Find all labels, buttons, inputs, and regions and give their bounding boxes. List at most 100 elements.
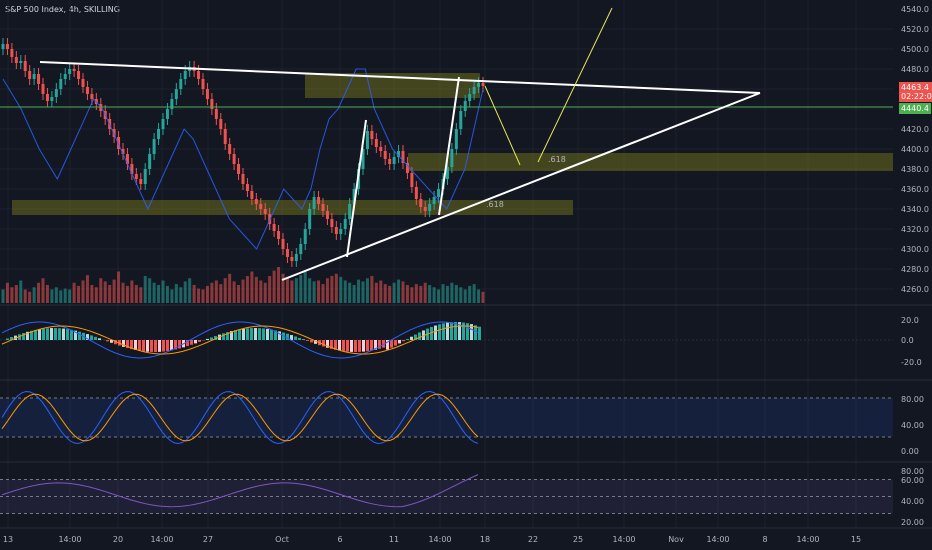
volume-bar-59 — [263, 282, 267, 303]
volume-bar-9 — [41, 278, 45, 303]
macd-hist-2 — [10, 337, 13, 340]
macd-hist-14 — [58, 328, 61, 340]
macd-hist-69 — [278, 331, 281, 340]
macd-hist-86 — [346, 340, 349, 352]
macd-hist-46 — [186, 340, 189, 347]
macd-hist-64 — [258, 328, 261, 340]
candle-101 — [450, 149, 454, 167]
candle-90 — [401, 151, 405, 163]
volume-bar-94 — [419, 285, 423, 303]
fib-label-1: .618 — [548, 155, 566, 164]
candle-30 — [134, 174, 138, 179]
macd-hist-49 — [198, 340, 201, 342]
countdown: 02:22:01 — [901, 92, 932, 101]
candle-59 — [263, 209, 267, 214]
volume-bar-101 — [450, 282, 454, 303]
macd-line — [1, 321, 479, 359]
macd-hist-90 — [362, 340, 365, 352]
candle-6 — [28, 71, 32, 79]
trendline-2 — [346, 119, 367, 258]
volume-bar-49 — [219, 284, 223, 303]
volume-bar-82 — [365, 278, 369, 303]
candle-25 — [112, 129, 116, 137]
volume-bar-46 — [205, 285, 209, 303]
macd-hist-82 — [330, 340, 333, 349]
price-tick-12: 4280.0 — [901, 265, 929, 274]
macd-hist-22 — [90, 335, 93, 340]
volume-bar-98 — [437, 289, 441, 303]
candle-58 — [259, 204, 263, 209]
macd-hist-74 — [298, 337, 301, 340]
candle-41 — [183, 71, 187, 79]
candle-11 — [50, 97, 54, 101]
macd-hist-112 — [450, 322, 453, 340]
macd-hist-39 — [158, 340, 161, 352]
volume-bar-36 — [161, 280, 165, 303]
volume-bar-67 — [299, 275, 303, 303]
candle-63 — [281, 239, 285, 249]
candle-71 — [317, 197, 321, 204]
candle-8 — [37, 74, 41, 84]
volume-bar-44 — [197, 288, 201, 303]
volume-bar-91 — [405, 285, 409, 303]
candle-45 — [201, 79, 205, 89]
price-tick-2: 4480.0 — [901, 65, 929, 74]
top-price-label: 4540.0 — [901, 5, 929, 14]
time-tick-9: 18 — [480, 535, 490, 544]
volume-bar-45 — [201, 289, 205, 303]
volume-bar-10 — [45, 285, 49, 303]
macd-hist-59 — [238, 329, 241, 340]
stoch-k-line — [1, 391, 479, 445]
volume-bar-26 — [117, 271, 121, 303]
macd-hist-31 — [126, 340, 129, 349]
candle-57 — [254, 199, 258, 204]
macd-hist-6 — [26, 331, 29, 340]
zone-mid — [408, 153, 893, 171]
macd-hist-119 — [478, 326, 481, 340]
fib-label-2: .618 — [486, 200, 504, 209]
macd-hist-81 — [326, 340, 329, 348]
volume-bar-38 — [170, 289, 174, 303]
macd-hist-26 — [106, 340, 109, 342]
macd-hist-38 — [154, 340, 157, 352]
macd-hist-76 — [306, 340, 309, 341]
candle-53 — [237, 164, 241, 174]
volume-bar-53 — [237, 285, 241, 303]
macd-hist-42 — [170, 340, 173, 351]
time-tick-14: 14:00 — [706, 535, 729, 544]
candle-68 — [303, 229, 307, 244]
candle-47 — [210, 99, 214, 109]
macd-hist-85 — [342, 340, 345, 352]
volume-bar-2 — [10, 287, 14, 303]
macd-hist-24 — [98, 338, 101, 340]
macd-hist-91 — [366, 340, 369, 352]
volume-bar-29 — [130, 280, 134, 303]
volume-bar-73 — [325, 278, 329, 303]
volume-bar-84 — [374, 282, 378, 303]
macd-hist-27 — [110, 340, 113, 343]
volume-bar-39 — [174, 284, 178, 303]
volume-bar-85 — [379, 280, 383, 303]
candle-19 — [85, 87, 89, 94]
volume-bar-12 — [54, 287, 58, 303]
candle-89 — [397, 151, 401, 157]
price-tick-10: 4320.0 — [901, 225, 929, 234]
time-tick-17: 15 — [851, 535, 861, 544]
candle-55 — [245, 184, 249, 191]
volume-bar-5 — [23, 289, 27, 303]
macd-hist-68 — [274, 330, 277, 340]
stochastic-pane — [0, 391, 893, 445]
candle-106 — [472, 87, 476, 94]
time-tick-15: 8 — [762, 535, 767, 544]
volume-bar-23 — [103, 281, 107, 303]
volume-bar-31 — [139, 287, 143, 303]
candle-48 — [214, 109, 218, 119]
price-tick-8: 4360.0 — [901, 185, 929, 194]
macd-tick-0: 20.0 — [901, 316, 919, 325]
volume-bar-19 — [85, 275, 89, 303]
volume-bar-83 — [370, 276, 374, 303]
candle-107 — [477, 83, 481, 87]
candle-38 — [170, 99, 174, 109]
candle-67 — [299, 244, 303, 254]
